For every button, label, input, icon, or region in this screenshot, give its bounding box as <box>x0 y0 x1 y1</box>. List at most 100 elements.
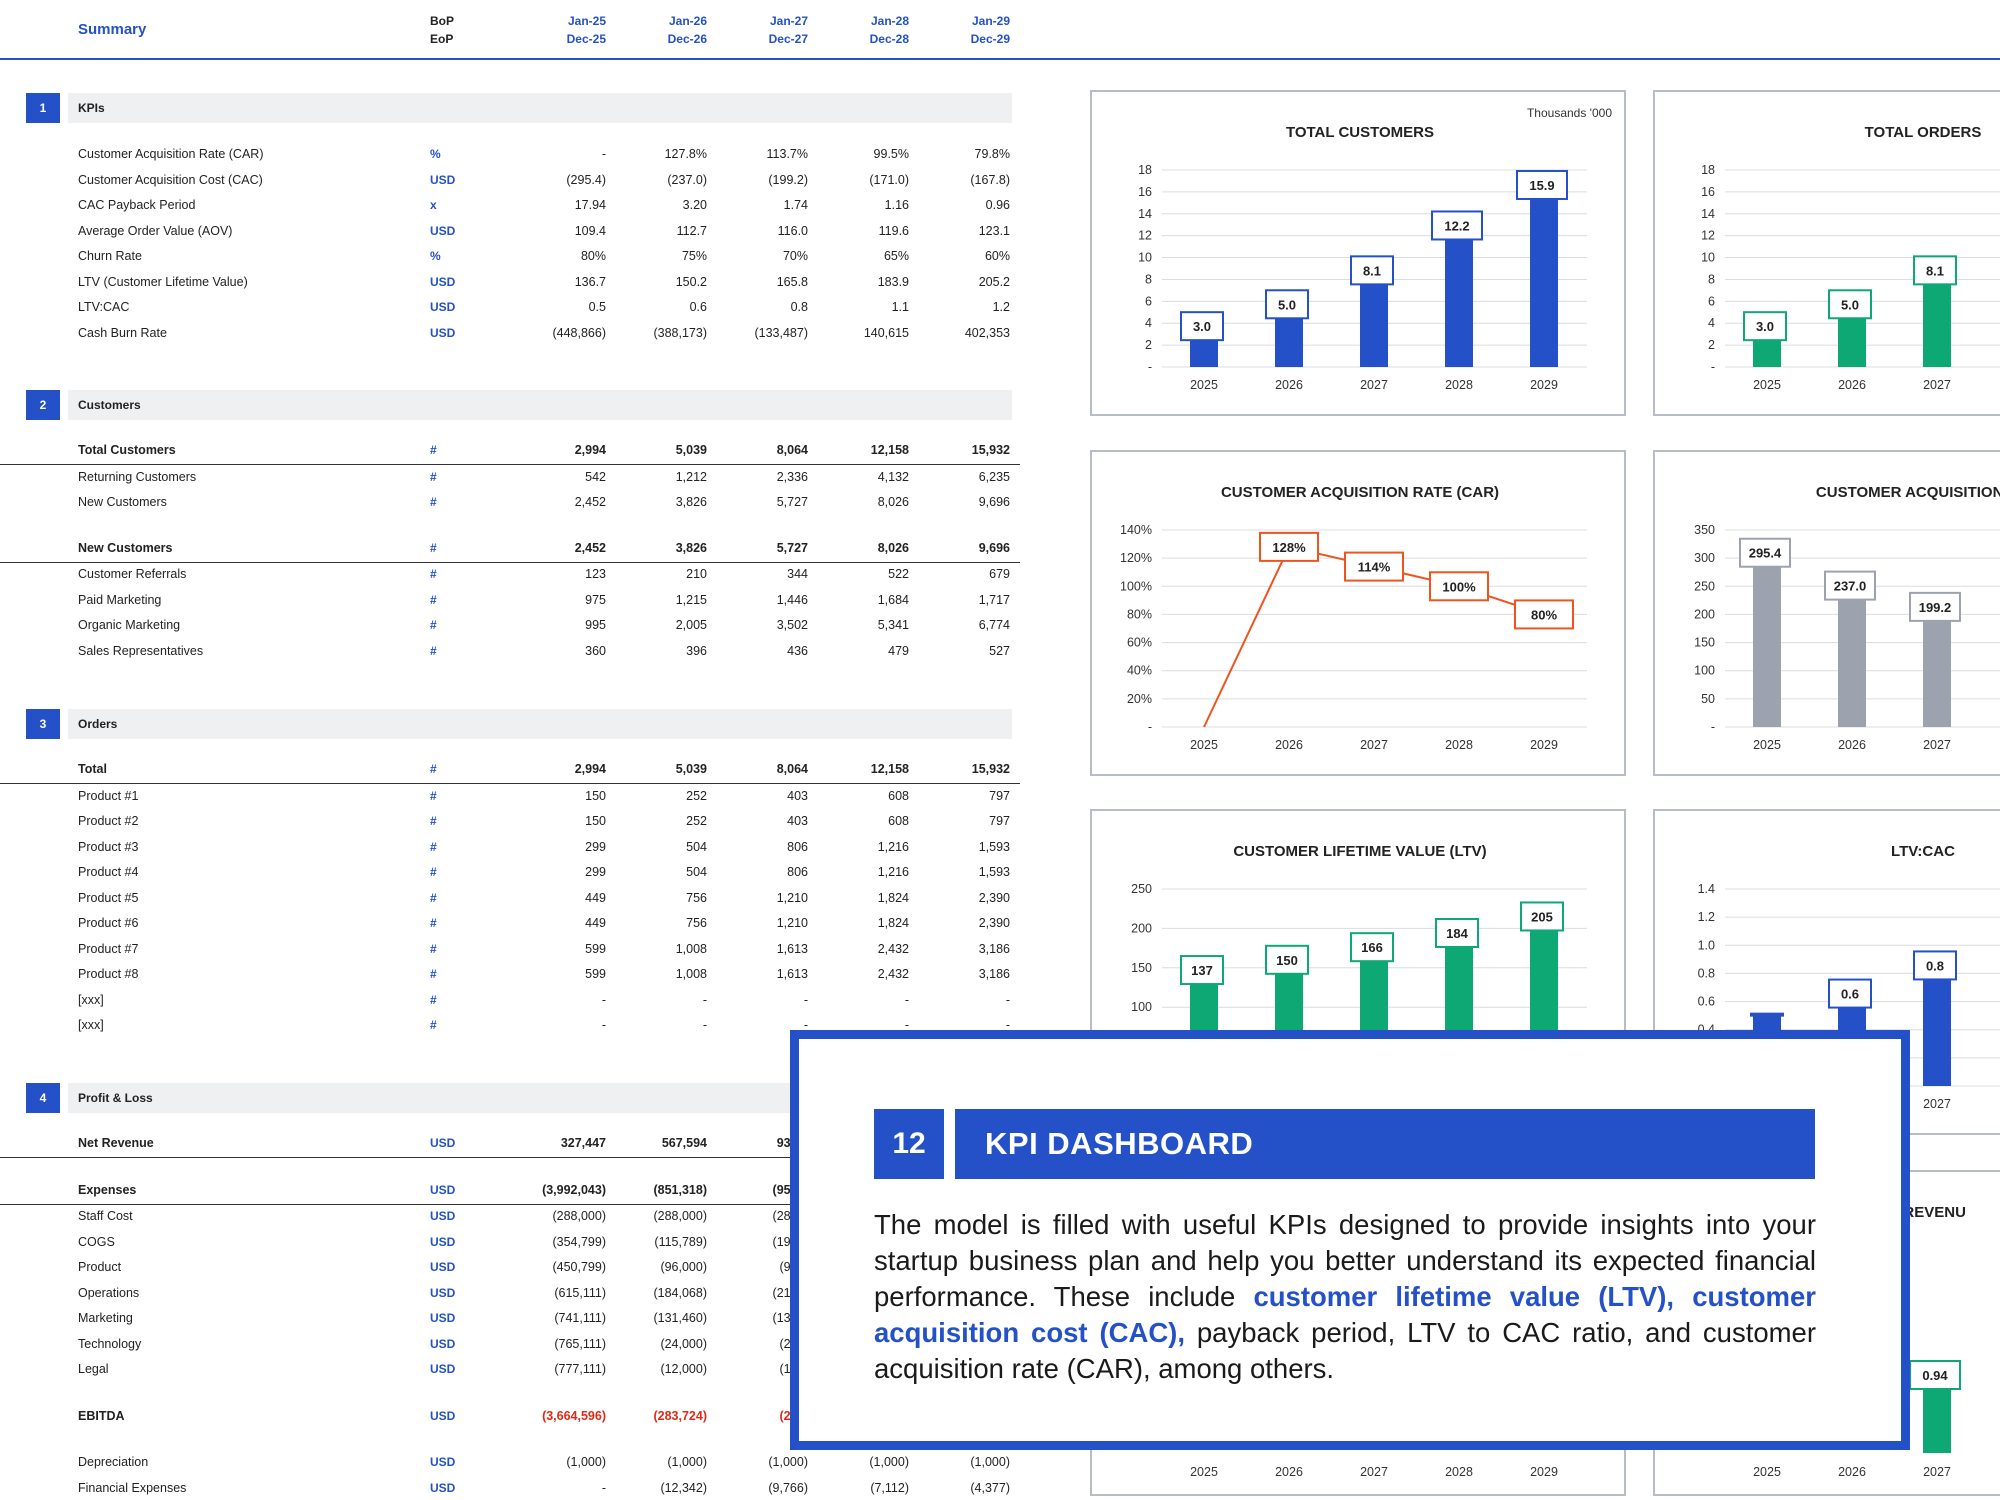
cell-value[interactable]: 608 <box>888 788 909 803</box>
cell-value[interactable]: 975 <box>585 592 606 607</box>
cell-value[interactable]: 1,210 <box>776 890 808 905</box>
table-row[interactable]: CAC Payback Period x 17.94 3.20 1.74 1.16 0.96 <box>0 194 1020 219</box>
table-row[interactable]: Product #2 #150 252 403 608 797 <box>0 810 1020 835</box>
cell-value[interactable]: 3.20 <box>682 198 707 212</box>
cell-value[interactable]: 70% <box>782 249 808 263</box>
cell-value[interactable]: (9,766) <box>768 1480 808 1495</box>
cell-value[interactable]: (12,000) <box>660 1362 707 1376</box>
cell-value[interactable]: (777,111) <box>554 1362 606 1376</box>
cell-value[interactable]: 396 <box>686 643 707 658</box>
cell-value[interactable]: 806 <box>787 865 808 879</box>
cell-value[interactable]: 2,452 <box>574 495 606 509</box>
table-row[interactable]: LTV (Customer Lifetime Value) USD 136.7 150… <box>0 271 1020 296</box>
cell-value[interactable]: 797 <box>989 788 1010 803</box>
cell-value[interactable]: 402,353 <box>964 325 1010 340</box>
cell-value[interactable]: 2,432 <box>877 967 909 981</box>
cell-value[interactable]: - <box>1005 992 1010 1007</box>
table-row[interactable]: Product #5 #449 756 1,210 1,824 2,390 <box>0 887 1020 912</box>
cell-value[interactable]: 3,186 <box>978 967 1010 981</box>
table-row[interactable]: Product #4 #299 504 806 1,216 1,593 <box>0 861 1020 886</box>
cell-value[interactable]: 8,064 <box>776 443 808 457</box>
cell-value[interactable]: 0.96 <box>985 198 1010 212</box>
cell-value[interactable]: - <box>904 992 909 1007</box>
cell-value[interactable]: 252 <box>686 788 707 803</box>
cell-value[interactable]: 995 <box>585 618 606 632</box>
cell-value[interactable]: (3,664,596) <box>542 1408 606 1423</box>
cell-value[interactable]: 504 <box>686 865 707 879</box>
cell-value[interactable]: 299 <box>585 839 606 854</box>
cell-value[interactable]: 9,696 <box>978 540 1010 555</box>
cell-value[interactable]: 165.8 <box>776 274 808 289</box>
cell-value[interactable]: 183.9 <box>877 274 909 289</box>
cell-value[interactable]: 123.1 <box>978 223 1010 238</box>
cell-value[interactable]: 15,932 <box>971 443 1010 457</box>
cell-value[interactable]: 1.16 <box>884 198 909 212</box>
cell-value[interactable]: (615,111) <box>554 1285 606 1300</box>
cell-value[interactable]: (1,000) <box>566 1455 606 1469</box>
cell-value[interactable]: 1,212 <box>675 469 707 484</box>
table-row[interactable]: New Customers #2,452 3,826 5,727 8,026 9,696 <box>0 538 1020 563</box>
cell-value[interactable]: 3,186 <box>978 941 1010 956</box>
cell-value[interactable]: (288,000) <box>552 1209 606 1223</box>
cell-value[interactable]: 5,727 <box>776 540 808 555</box>
cell-value[interactable]: 150.2 <box>675 274 707 289</box>
cell-value[interactable]: - <box>601 992 606 1007</box>
cell-value[interactable]: 252 <box>686 814 707 828</box>
cell-value[interactable]: 140,615 <box>863 325 909 340</box>
chart-card[interactable]: CUSTOMER ACQUISITION RATE (CAR) - 20% 40% 60… <box>1090 450 1626 776</box>
table-row[interactable]: [xxx] # - - - - - <box>0 1014 1020 1039</box>
cell-value[interactable]: (133,487) <box>754 325 808 340</box>
cell-value[interactable]: 2,336 <box>776 469 808 484</box>
cell-value[interactable]: (3,992,043) <box>542 1182 606 1197</box>
cell-value[interactable]: 4,132 <box>877 469 909 484</box>
cell-value[interactable]: - <box>803 1018 808 1032</box>
cell-value[interactable]: 75% <box>681 249 707 263</box>
cell-value[interactable]: - <box>803 992 808 1007</box>
cell-value[interactable]: 150 <box>585 814 606 828</box>
cell-value[interactable]: (388,173) <box>653 325 707 340</box>
cell-value[interactable]: 403 <box>787 788 808 803</box>
cell-value[interactable]: 2,432 <box>877 941 909 956</box>
cell-value[interactable]: 479 <box>888 643 909 658</box>
table-row[interactable]: Depreciation USD (1,000) (1,000) (1,000) (1,0… <box>0 1451 1020 1476</box>
cell-value[interactable]: 0.6 <box>689 300 707 314</box>
cell-value[interactable]: - <box>601 1480 606 1495</box>
cell-value[interactable]: 2,390 <box>978 916 1010 930</box>
cell-value[interactable]: (7,112) <box>870 1480 909 1495</box>
table-row[interactable]: Organic Marketing #995 2,005 3,502 5,341 6,77… <box>0 614 1020 639</box>
cell-value[interactable]: - <box>1005 1018 1010 1032</box>
cell-value[interactable]: (1,000) <box>869 1455 909 1469</box>
chart-card[interactable]: TOTAL CUSTOMERS Thousands '000 - 2 4 6 8 10 12 14… <box>1090 90 1626 416</box>
cell-value[interactable]: 5,341 <box>877 618 909 632</box>
cell-value[interactable]: (115,789) <box>654 1234 707 1249</box>
cell-value[interactable]: - <box>702 992 707 1007</box>
cell-value[interactable]: 5,727 <box>776 495 808 509</box>
cell-value[interactable]: 112.7 <box>676 223 707 238</box>
cell-value[interactable]: (4,377) <box>970 1480 1010 1495</box>
cell-value[interactable]: (167.8) <box>970 172 1010 187</box>
cell-value[interactable]: (199.2) <box>768 172 808 187</box>
chart-card[interactable]: CUSTOMER ACQUISITION CO - 50 100 150 200 250 30… <box>1653 450 2000 776</box>
cell-value[interactable]: 2,994 <box>574 443 606 457</box>
cell-value[interactable]: 1,824 <box>877 916 909 930</box>
cell-value[interactable]: (12,342) <box>660 1480 707 1495</box>
table-row[interactable]: Financial Expenses USD - (12,342) (9,766) (7,… <box>0 1477 1020 1500</box>
table-row[interactable]: Product #7 #599 1,008 1,613 2,432 3,186 <box>0 938 1020 963</box>
cell-value[interactable]: 210 <box>686 567 707 581</box>
cell-value[interactable]: 17.94 <box>574 198 606 212</box>
table-row[interactable]: Sales Representatives #360 396 436 479 527 <box>0 640 1020 665</box>
cell-value[interactable]: 123 <box>585 567 606 581</box>
cell-value[interactable]: 109.4 <box>574 223 606 238</box>
table-row[interactable]: Churn Rate% 80% 75% 70% 65% 60% <box>0 245 1020 270</box>
cell-value[interactable]: 3,502 <box>776 618 808 632</box>
cell-value[interactable]: 1,613 <box>776 967 808 981</box>
cell-value[interactable]: - <box>601 147 606 161</box>
cell-value[interactable]: 756 <box>686 890 707 905</box>
cell-value[interactable]: 119.6 <box>878 223 909 238</box>
cell-value[interactable]: 0.8 <box>790 300 808 314</box>
cell-value[interactable]: 504 <box>686 839 707 854</box>
cell-value[interactable]: 15,932 <box>971 762 1010 776</box>
cell-value[interactable]: 360 <box>585 643 606 658</box>
cell-value[interactable]: 150 <box>585 788 606 803</box>
